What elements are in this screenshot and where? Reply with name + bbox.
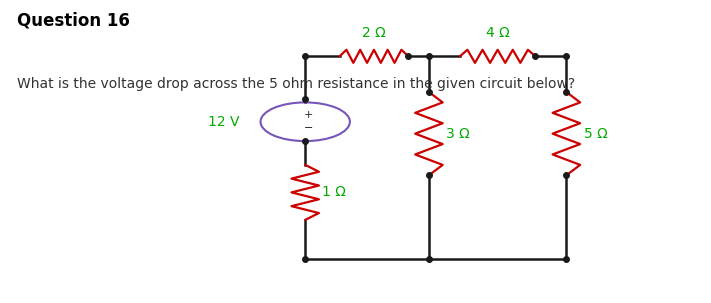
- Text: Question 16: Question 16: [16, 12, 129, 30]
- Text: −: −: [304, 123, 314, 133]
- Text: 4 Ω: 4 Ω: [486, 26, 510, 40]
- Text: 5 Ω: 5 Ω: [584, 127, 607, 141]
- Text: +: +: [304, 110, 314, 120]
- Text: 12 V: 12 V: [208, 115, 240, 129]
- Text: What is the voltage drop across the 5 ohm resistance in the given circuit below?: What is the voltage drop across the 5 oh…: [16, 77, 574, 91]
- Text: 1 Ω: 1 Ω: [322, 185, 346, 199]
- Text: 2 Ω: 2 Ω: [362, 26, 386, 40]
- Text: 3 Ω: 3 Ω: [446, 127, 470, 141]
